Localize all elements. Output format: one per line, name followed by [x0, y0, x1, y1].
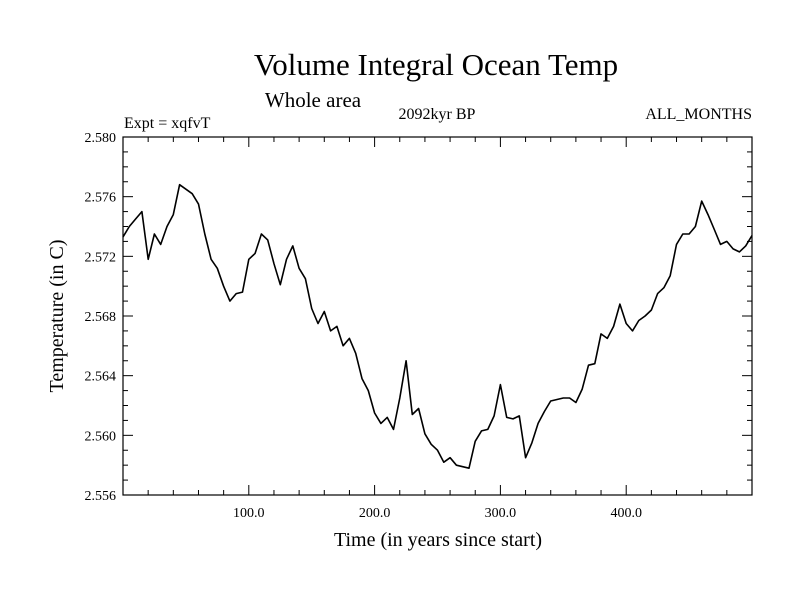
period-label: 2092kyr BP — [399, 106, 476, 123]
y-tick-label: 2.580 — [85, 131, 117, 146]
y-tick-label: 2.576 — [85, 191, 117, 206]
months-label: ALL_MONTHS — [645, 106, 752, 123]
x-tick-label: 200.0 — [359, 506, 391, 521]
y-axis-label: Temperature (in C) — [46, 240, 68, 393]
chart-subtitle: Whole area — [265, 88, 362, 112]
chart-title: Volume Integral Ocean Temp — [254, 47, 618, 82]
x-tick-label: 100.0 — [233, 506, 265, 521]
x-axis-label: Time (in years since start) — [334, 529, 542, 551]
x-tick-label: 400.0 — [610, 506, 642, 521]
experiment-label: Expt = xqfvT — [124, 115, 211, 132]
y-tick-label: 2.560 — [85, 429, 117, 444]
y-tick-label: 2.572 — [85, 250, 117, 265]
x-tick-label: 300.0 — [485, 506, 517, 521]
plot-area: 100.0 200.0 300.0 400.0 2.556 2.560 2.564 2.568… — [85, 131, 753, 521]
y-tick-label: 2.568 — [85, 310, 117, 325]
temperature-series-line — [122, 183, 753, 470]
y-tick-label: 2.556 — [85, 489, 117, 504]
y-tick-label: 2.564 — [85, 370, 117, 385]
plot-frame — [122, 136, 753, 496]
